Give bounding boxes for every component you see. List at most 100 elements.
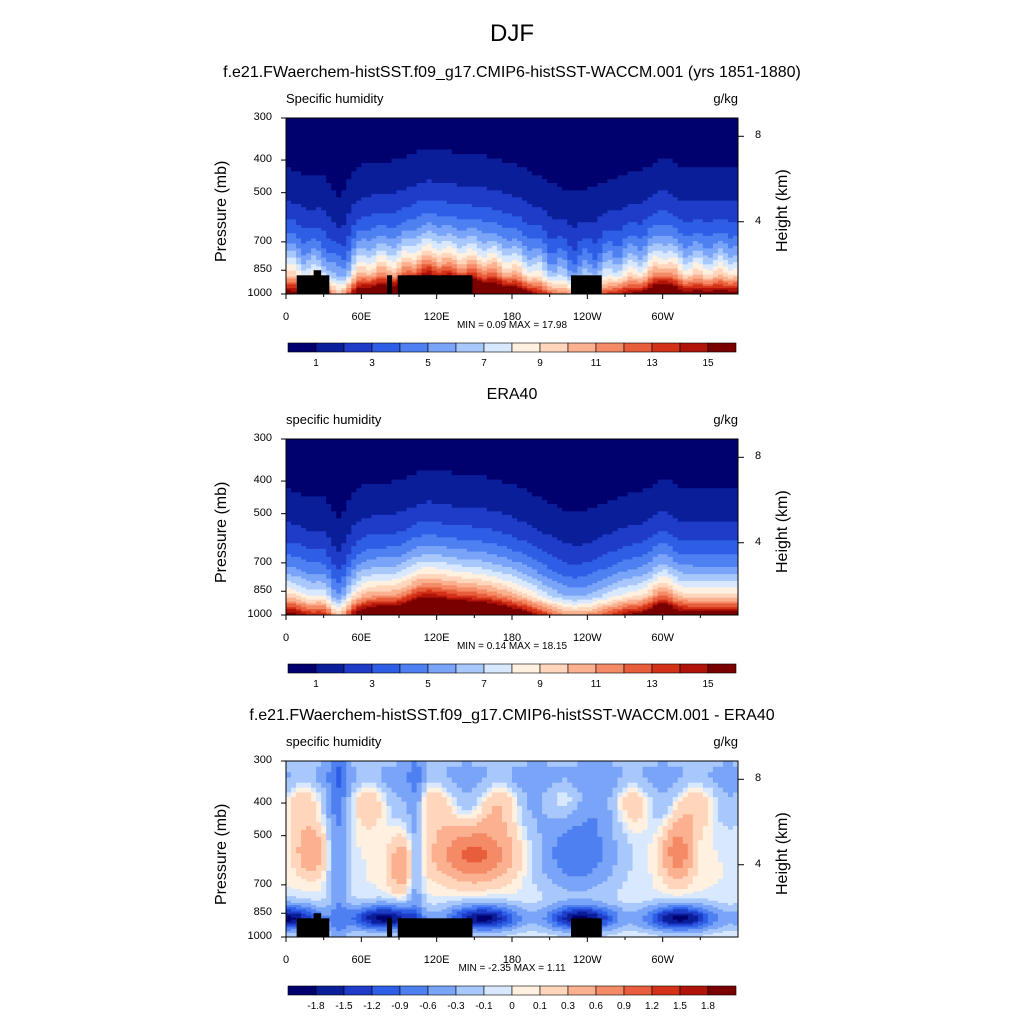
heatmap-cell xyxy=(501,856,513,860)
heatmap-cell xyxy=(712,911,738,915)
heatmap-cell xyxy=(597,603,614,606)
heatmap-cell xyxy=(572,797,583,803)
heatmap-cell xyxy=(356,589,362,593)
heatmap-cell xyxy=(652,925,664,928)
heatmap-cell xyxy=(547,612,553,615)
colorbar-swatch xyxy=(483,663,513,674)
heatmap-cell xyxy=(717,881,738,885)
heatmap-cell xyxy=(296,272,302,276)
heatmap-cell xyxy=(537,571,558,575)
heatmap-cell xyxy=(647,262,654,265)
heatmap-cell xyxy=(456,593,488,597)
heatmap-cell xyxy=(552,881,603,885)
heatmap-cell xyxy=(421,896,428,900)
heatmap-cell xyxy=(291,810,317,815)
heatmap-cell xyxy=(627,276,634,280)
heatmap-cell xyxy=(396,259,403,263)
heatmap-cell xyxy=(326,836,332,841)
heatmap-cell xyxy=(692,905,714,908)
heatmap-cell xyxy=(707,255,714,259)
heatmap-cell xyxy=(436,840,453,845)
heatmap-cell xyxy=(547,233,603,237)
heatmap-cell xyxy=(326,792,332,798)
heatmap-cell xyxy=(436,248,443,252)
heatmap-cell xyxy=(491,917,503,921)
heatmap-cell xyxy=(642,766,684,773)
heatmap-cell xyxy=(476,591,498,595)
heatmap-cell xyxy=(532,264,543,268)
heatmap-cell xyxy=(642,927,659,930)
heatmap-cell xyxy=(381,805,388,811)
heatmap-cell xyxy=(421,266,428,270)
heatmap-cell xyxy=(577,222,629,226)
heatmap-cell xyxy=(411,846,423,851)
heatmap-cell xyxy=(366,931,423,934)
heatmap-cell xyxy=(286,238,302,242)
heatmap-cell xyxy=(602,909,614,913)
heatmap-cell xyxy=(291,167,357,172)
heatmap-cell xyxy=(692,876,724,880)
heatmap-cell xyxy=(542,846,553,851)
heatmap-cell xyxy=(346,610,352,614)
heatmap-cell xyxy=(727,262,734,265)
heatmap-cell xyxy=(532,605,543,608)
heatmap-cell xyxy=(426,888,458,892)
heatmap-cell xyxy=(582,250,588,254)
heatmap-cell xyxy=(456,243,468,247)
heatmap-cell xyxy=(567,276,573,280)
heatmap-cell xyxy=(527,245,548,249)
heatmap-cell xyxy=(622,612,634,615)
heatmap-cell xyxy=(286,511,337,516)
heatmap-cell xyxy=(542,805,578,811)
heatmap-cell xyxy=(361,853,388,857)
heatmap-cell xyxy=(331,856,347,860)
heatmap-cell xyxy=(692,826,704,831)
heatmap-cell xyxy=(366,255,372,259)
heatmap-cell xyxy=(456,250,468,254)
heatmap-cell xyxy=(652,915,659,919)
heatmap-cell xyxy=(326,274,337,278)
heatmap-cell xyxy=(637,255,644,259)
heatmap-cell xyxy=(612,241,624,245)
heatmap-cell xyxy=(326,597,332,601)
heatmap-cell xyxy=(336,597,342,601)
heatmap-cell xyxy=(396,792,423,798)
heatmap-cell xyxy=(466,272,478,276)
heatmap-cell xyxy=(657,859,664,863)
heatmap-cell xyxy=(486,909,503,913)
heatmap-cell xyxy=(396,599,408,603)
heatmap-cell xyxy=(542,286,548,289)
heatmap-cell xyxy=(612,274,624,278)
heatmap-cell xyxy=(612,909,624,913)
heatmap-cell xyxy=(336,907,347,911)
heatmap-cell xyxy=(331,562,347,566)
heatmap-cell xyxy=(732,826,738,831)
heatmap-cell xyxy=(346,886,352,890)
heatmap-cell xyxy=(642,272,649,276)
heatmap-cell xyxy=(376,787,383,794)
heatmap-cell xyxy=(296,243,322,247)
heatmap-cell xyxy=(436,881,473,885)
heatmap-cell xyxy=(316,868,327,872)
heatmap-cell xyxy=(361,578,393,582)
heatmap-cell xyxy=(366,272,372,276)
heatmap-cell xyxy=(341,818,347,823)
heatmap-cell xyxy=(326,612,332,615)
heatmap-cell xyxy=(612,255,624,259)
heatmap-cell xyxy=(677,257,684,261)
heatmap-cell xyxy=(346,186,408,191)
heatmap-cell xyxy=(547,230,603,234)
heatmap-cell xyxy=(456,805,463,811)
heatmap-cell xyxy=(532,248,543,252)
heatmap-cell xyxy=(401,603,498,606)
heatmap-cell xyxy=(512,919,523,923)
heatmap-cell xyxy=(562,274,568,278)
heatmap-cell xyxy=(366,548,413,553)
heatmap-cell xyxy=(286,782,297,789)
heatmap-cell xyxy=(632,923,649,927)
heatmap-cell xyxy=(416,264,423,268)
colorbar-swatch xyxy=(511,985,541,996)
heatmap-cell xyxy=(527,200,644,205)
heatmap-cell xyxy=(286,843,292,848)
heatmap-cell xyxy=(517,810,523,815)
